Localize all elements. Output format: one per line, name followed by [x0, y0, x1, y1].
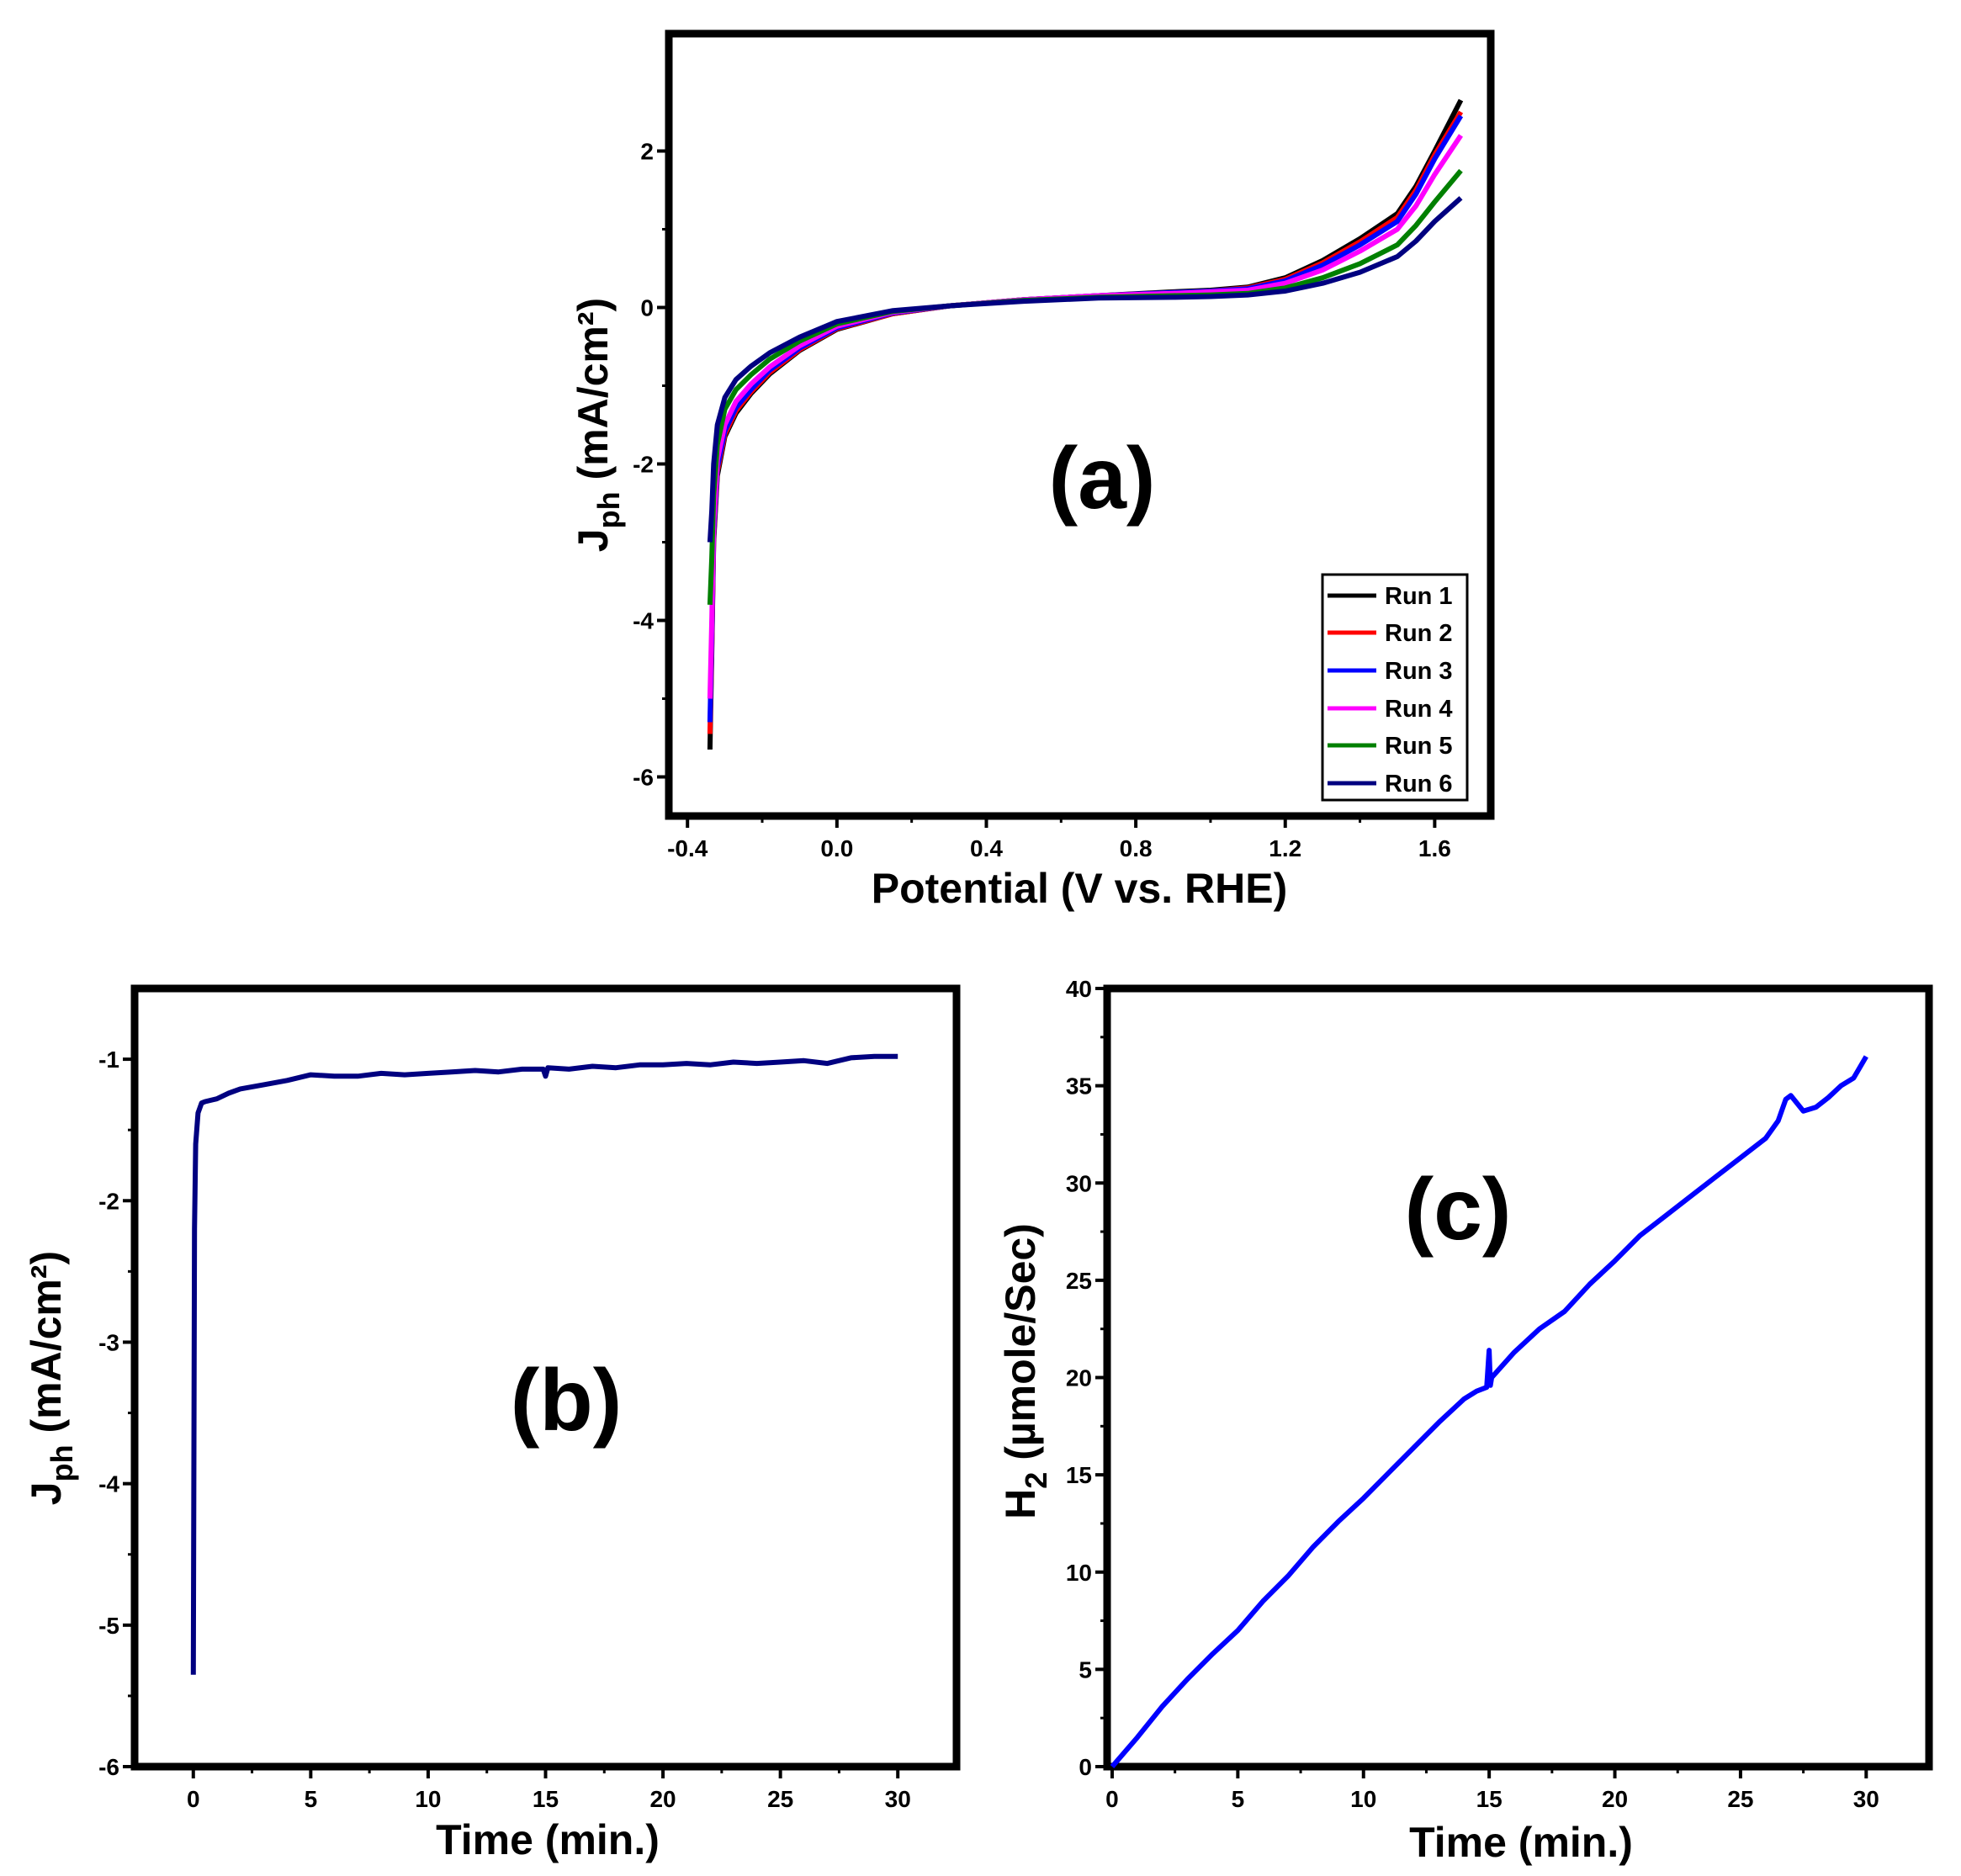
panel-b-x-tick-label: 5 — [305, 1786, 318, 1812]
panel-b-y-tick-label: -2 — [98, 1188, 119, 1214]
panel-c-x-tick-label: 15 — [1476, 1786, 1503, 1812]
panel-b-y-tick-label: -4 — [98, 1471, 119, 1497]
panel-a: -0.4 0.0 0.4 0.8 1.2 1.6 -6 -4 -2 0 2 (a) Potentia… — [570, 29, 1495, 912]
legend-item-run-6: Run 6 — [1328, 771, 1453, 798]
panel-c-x-tick-label: 20 — [1602, 1786, 1628, 1812]
panel-c-y-tick-label: 35 — [1066, 1073, 1092, 1100]
panel-c-x-tick-label: 30 — [1853, 1786, 1879, 1812]
legend-item-run-4: Run 4 — [1328, 696, 1453, 723]
legend-item-run-1: Run 1 — [1328, 583, 1453, 610]
panel-c-x-tick-label: 10 — [1350, 1786, 1376, 1812]
panel-b-x-tick-label: 15 — [533, 1786, 559, 1812]
panel-c-y-tick-label: 0 — [1079, 1754, 1092, 1780]
panel-a-frame — [665, 29, 1495, 820]
panel-b-label: (b) — [511, 1352, 623, 1449]
legend-item-run-5: Run 5 — [1328, 733, 1453, 760]
panel-a-y-tick-label: 2 — [640, 139, 654, 165]
panel-a-y-tick-label: -4 — [633, 608, 654, 634]
panel-b: 0 5 10 15 20 25 30 -6 -5 -4 -3 -2 -1 (b) Time (min.)… — [23, 984, 961, 1863]
panel-b-x-tick-label: 10 — [415, 1786, 441, 1812]
legend-frame — [1321, 573, 1469, 802]
panel-c-x-axis-label: Time (min.) — [1409, 1819, 1633, 1866]
panel-c-y-tick-label: 40 — [1066, 976, 1092, 1002]
panel-a-x-tick-label: -0.4 — [667, 835, 708, 861]
panel-b-series-line — [190, 1053, 898, 1675]
panel-b-x-tick-label: 25 — [767, 1786, 793, 1812]
panel-a-y-tick-label: 0 — [640, 295, 654, 321]
panel-b-x-axis-label: Time (min.) — [436, 1816, 660, 1863]
panel-b-y-tick-label: -1 — [98, 1047, 119, 1073]
panel-c: 0 5 10 15 20 25 30 0 5 10 15 20 25 30 35 40 (c) Time (m… — [997, 976, 1933, 1866]
panel-a-x-tick-label: 0.8 — [1120, 835, 1153, 861]
panel-c-y-tick-label: 15 — [1066, 1462, 1092, 1488]
panel-b-x-tick-label: 0 — [187, 1786, 200, 1812]
panel-a-y-tick-label: -6 — [633, 765, 654, 791]
panel-c-label: (c) — [1404, 1161, 1511, 1259]
legend-label-run-1: Run 1 — [1385, 583, 1453, 610]
panel-c-y-tick-label: 30 — [1066, 1170, 1092, 1196]
legend-label-run-6: Run 6 — [1385, 771, 1453, 798]
panel-c-y-axis-label: H2 (µmole/Sec) — [997, 1223, 1053, 1519]
panel-b-x-tick-label: 30 — [885, 1786, 911, 1812]
panel-b-y-axis-label: Jph (mA/cm²) — [23, 1251, 79, 1505]
panel-a-x-tick-label: 0.4 — [970, 835, 1003, 861]
panel-a-x-tick-label: 1.2 — [1269, 835, 1301, 861]
panel-a-label: (a) — [1048, 430, 1155, 527]
panel-c-x-tick-label: 5 — [1232, 1786, 1245, 1812]
panel-b-y-tick-label: -6 — [98, 1754, 119, 1780]
panel-a-x-tick-label: 1.6 — [1418, 835, 1451, 861]
panel-b-y-tick-label: -3 — [98, 1329, 119, 1355]
legend-label-run-5: Run 5 — [1385, 733, 1453, 760]
panel-a-x-axis-label: Potential (V vs. RHE) — [872, 865, 1288, 912]
legend-item-run-3: Run 3 — [1328, 658, 1453, 685]
panel-c-y-tick-label: 5 — [1079, 1656, 1092, 1683]
legend-label-run-4: Run 4 — [1385, 696, 1453, 723]
panel-c-y-tick-label: 25 — [1066, 1268, 1092, 1294]
panel-c-y-tick-label: 20 — [1066, 1365, 1092, 1391]
panel-a-y-axis-label: Jph (mA/cm²) — [570, 298, 626, 552]
legend-label-run-2: Run 2 — [1385, 620, 1453, 647]
panel-b-x-tick-label: 20 — [649, 1786, 676, 1812]
panel-a-y-tick-label: -2 — [633, 452, 654, 478]
panel-c-y-tick-label: 10 — [1066, 1560, 1092, 1586]
panel-c-x-tick-label: 0 — [1105, 1786, 1119, 1812]
panel-c-x-tick-label: 25 — [1727, 1786, 1753, 1812]
legend-label-run-3: Run 3 — [1385, 658, 1453, 685]
panel-b-y-tick-label: -5 — [98, 1613, 119, 1639]
panel-c-series-line — [1110, 1055, 1868, 1768]
panel-a-legend: Run 1 Run 2 Run 3 Run 4 Run 5 Run 6 — [1321, 573, 1469, 802]
series-line-run-6 — [707, 196, 1463, 543]
legend-item-run-2: Run 2 — [1328, 620, 1453, 647]
panel-a-x-tick-label: 0.0 — [820, 835, 853, 861]
